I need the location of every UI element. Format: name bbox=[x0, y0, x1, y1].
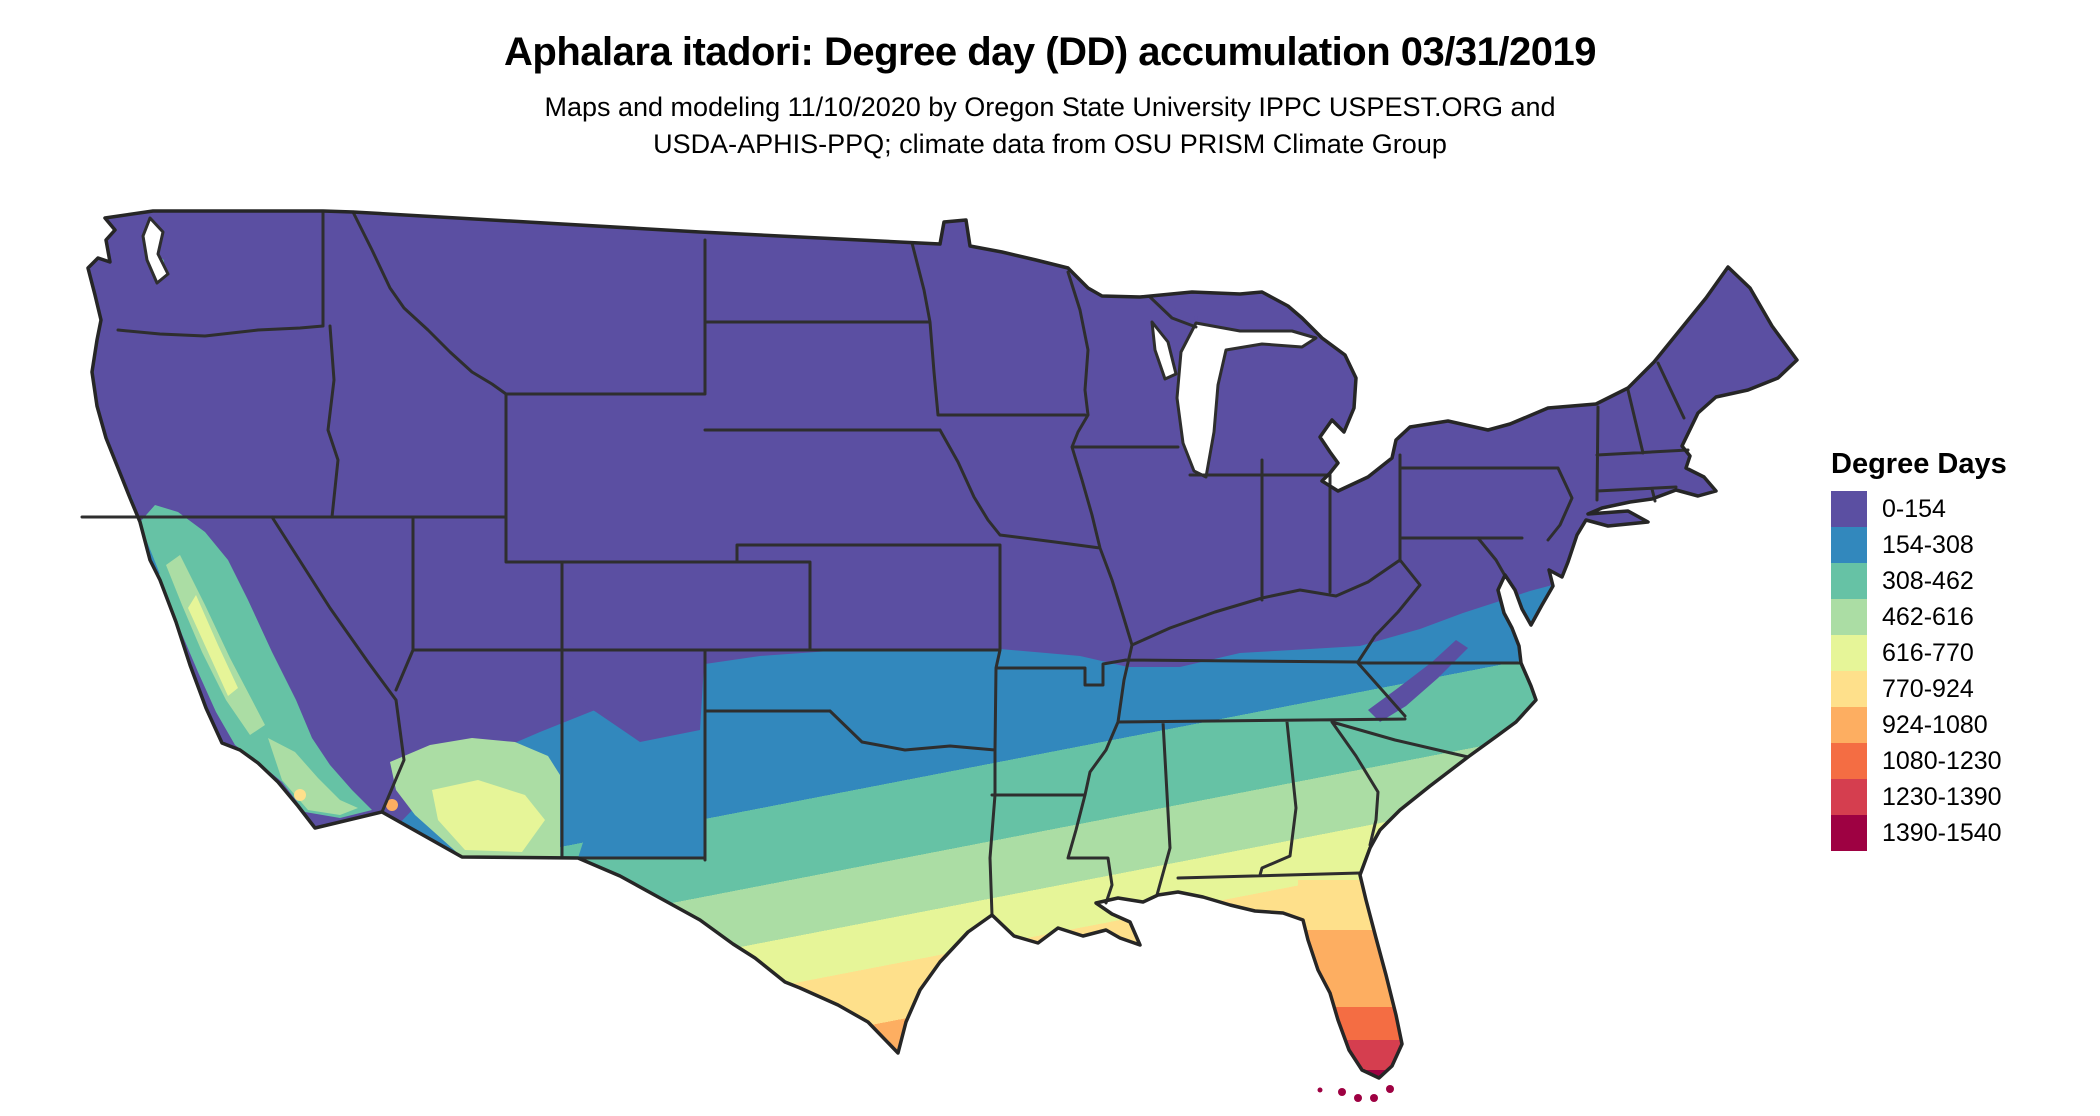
legend-row: 1230-1390 bbox=[1831, 779, 2007, 815]
legend-row: 770-924 bbox=[1831, 671, 2007, 707]
legend-swatch bbox=[1831, 743, 1867, 779]
legend-label: 770-924 bbox=[1882, 674, 1974, 703]
legend-label: 924-1080 bbox=[1882, 710, 1988, 739]
legend-swatch bbox=[1831, 563, 1867, 599]
lake-michigan bbox=[1175, 321, 1318, 479]
legend-label: 154-308 bbox=[1882, 530, 1974, 559]
legend-swatch bbox=[1831, 599, 1867, 635]
rockies-purple-fingers bbox=[560, 648, 705, 742]
subtitle-line1: Maps and modeling 11/10/2020 by Oregon S… bbox=[544, 92, 1556, 122]
legend-label: 0-154 bbox=[1882, 494, 1946, 523]
legend-row: 924-1080 bbox=[1831, 707, 2007, 743]
legend-label: 1390-1540 bbox=[1882, 818, 2002, 847]
header: Aphalara itadori: Degree day (DD) accumu… bbox=[0, 0, 2100, 163]
lakes bbox=[141, 216, 1318, 479]
isle-royale bbox=[1168, 306, 1198, 320]
legend-row: 1080-1230 bbox=[1831, 743, 2007, 779]
legend-swatch bbox=[1831, 527, 1867, 563]
new-mexico-blue-patch bbox=[578, 765, 705, 858]
legend-label: 616-770 bbox=[1882, 638, 1974, 667]
puget-sound bbox=[141, 216, 170, 285]
legend-row: 308-462 bbox=[1831, 563, 2007, 599]
florida-keys bbox=[1317, 1085, 1394, 1102]
state-borders bbox=[80, 209, 1690, 917]
arizona-yellow-core bbox=[432, 780, 545, 852]
legend-row: 1390-1540 bbox=[1831, 815, 2007, 851]
california-coast-teal bbox=[140, 505, 372, 818]
legend-swatch bbox=[1831, 815, 1867, 851]
green-bay bbox=[1150, 320, 1178, 381]
page-title: Aphalara itadori: Degree day (DD) accumu… bbox=[504, 30, 1596, 74]
legend-label: 1230-1390 bbox=[1882, 782, 2002, 811]
legend-swatch bbox=[1831, 779, 1867, 815]
legend-row: 154-308 bbox=[1831, 527, 2007, 563]
subtitle: Maps and modeling 11/10/2020 by Oregon S… bbox=[0, 89, 2100, 163]
legend-swatch bbox=[1831, 635, 1867, 671]
yuma-orange-dot bbox=[386, 799, 398, 811]
legend-swatch bbox=[1831, 707, 1867, 743]
subtitle-line2: USDA-APHIS-PPQ; climate data from OSU PR… bbox=[653, 129, 1447, 159]
socal-warm-dot bbox=[294, 789, 306, 801]
central-valley-core bbox=[188, 595, 238, 696]
socal-green-patch bbox=[268, 738, 358, 815]
legend-label: 308-462 bbox=[1882, 566, 1974, 595]
legend-label: 462-616 bbox=[1882, 602, 1974, 631]
legend-swatch bbox=[1831, 671, 1867, 707]
legend-swatch bbox=[1831, 491, 1867, 527]
legend: Degree Days 0-154 154-308 308-462 462-616 61… bbox=[1831, 448, 2007, 851]
legend-row: 616-770 bbox=[1831, 635, 2007, 671]
legend-title: Degree Days bbox=[1831, 448, 2007, 480]
legend-row: 462-616 bbox=[1831, 599, 2007, 635]
legend-row: 0-154 bbox=[1831, 491, 2007, 527]
legend-label: 1080-1230 bbox=[1882, 746, 2002, 775]
florida-gradient-region bbox=[1298, 862, 1428, 1078]
legend-rows: 0-154 154-308 308-462 462-616 616-770 770-924… bbox=[1831, 491, 2007, 851]
